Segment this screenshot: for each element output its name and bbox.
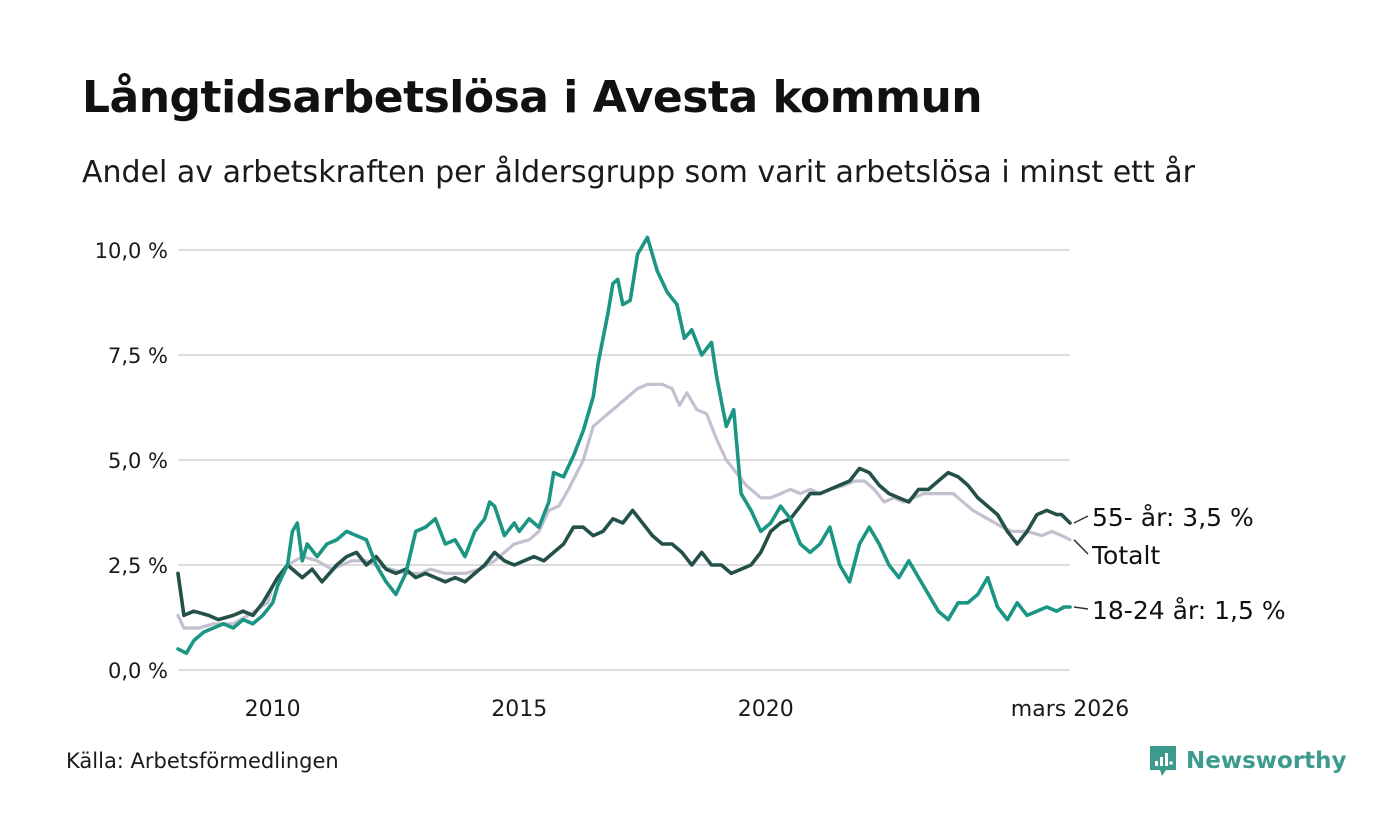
label-leader-total: [1073, 539, 1089, 555]
y-tick-label: 7,5 %: [108, 344, 168, 368]
series-labels: Totalt 55- år: 3,5 % 18-24 år: 1,5 %: [1073, 503, 1286, 625]
x-tick-label: 2015: [491, 697, 547, 722]
brand-name: Newsworthy: [1186, 748, 1347, 774]
x-tick-label: 2020: [738, 697, 794, 722]
series-line-senior: [176, 466, 1072, 622]
y-tick-label: 2,5 %: [108, 554, 168, 578]
series-label-senior: 55- år: 3,5 %: [1092, 503, 1254, 532]
series-line-total: [176, 382, 1072, 630]
grid-lines: [178, 249, 1070, 671]
chart-subtitle: Andel av arbetskraften per åldersgrupp s…: [82, 155, 1195, 190]
y-axis-ticks: 0,0 % 2,5 % 5,0 % 7,5 % 10,0 %: [95, 239, 168, 683]
x-axis-ticks: 2010 2015 2020 mars 2026: [245, 697, 1130, 722]
x-tick-label: 2010: [245, 697, 301, 722]
y-tick-label: 10,0 %: [95, 239, 168, 263]
brand-logo[interactable]: Newsworthy: [1148, 744, 1347, 778]
series-label-total: Totalt: [1091, 541, 1160, 570]
label-leader-senior: [1073, 515, 1089, 524]
newsworthy-logo-icon: [1150, 746, 1176, 776]
x-tick-label: mars 2026: [1011, 697, 1129, 722]
source-note: Källa: Arbetsförmedlingen: [66, 749, 339, 773]
y-tick-label: 0,0 %: [108, 659, 168, 683]
y-tick-label: 5,0 %: [108, 449, 168, 473]
series-lines: [176, 235, 1072, 655]
series-line-young: [176, 235, 1072, 655]
label-leader-young: [1073, 606, 1089, 610]
series-label-young: 18-24 år: 1,5 %: [1092, 596, 1286, 625]
chart-title: Långtidsarbetslösa i Avesta kommun: [82, 72, 983, 123]
